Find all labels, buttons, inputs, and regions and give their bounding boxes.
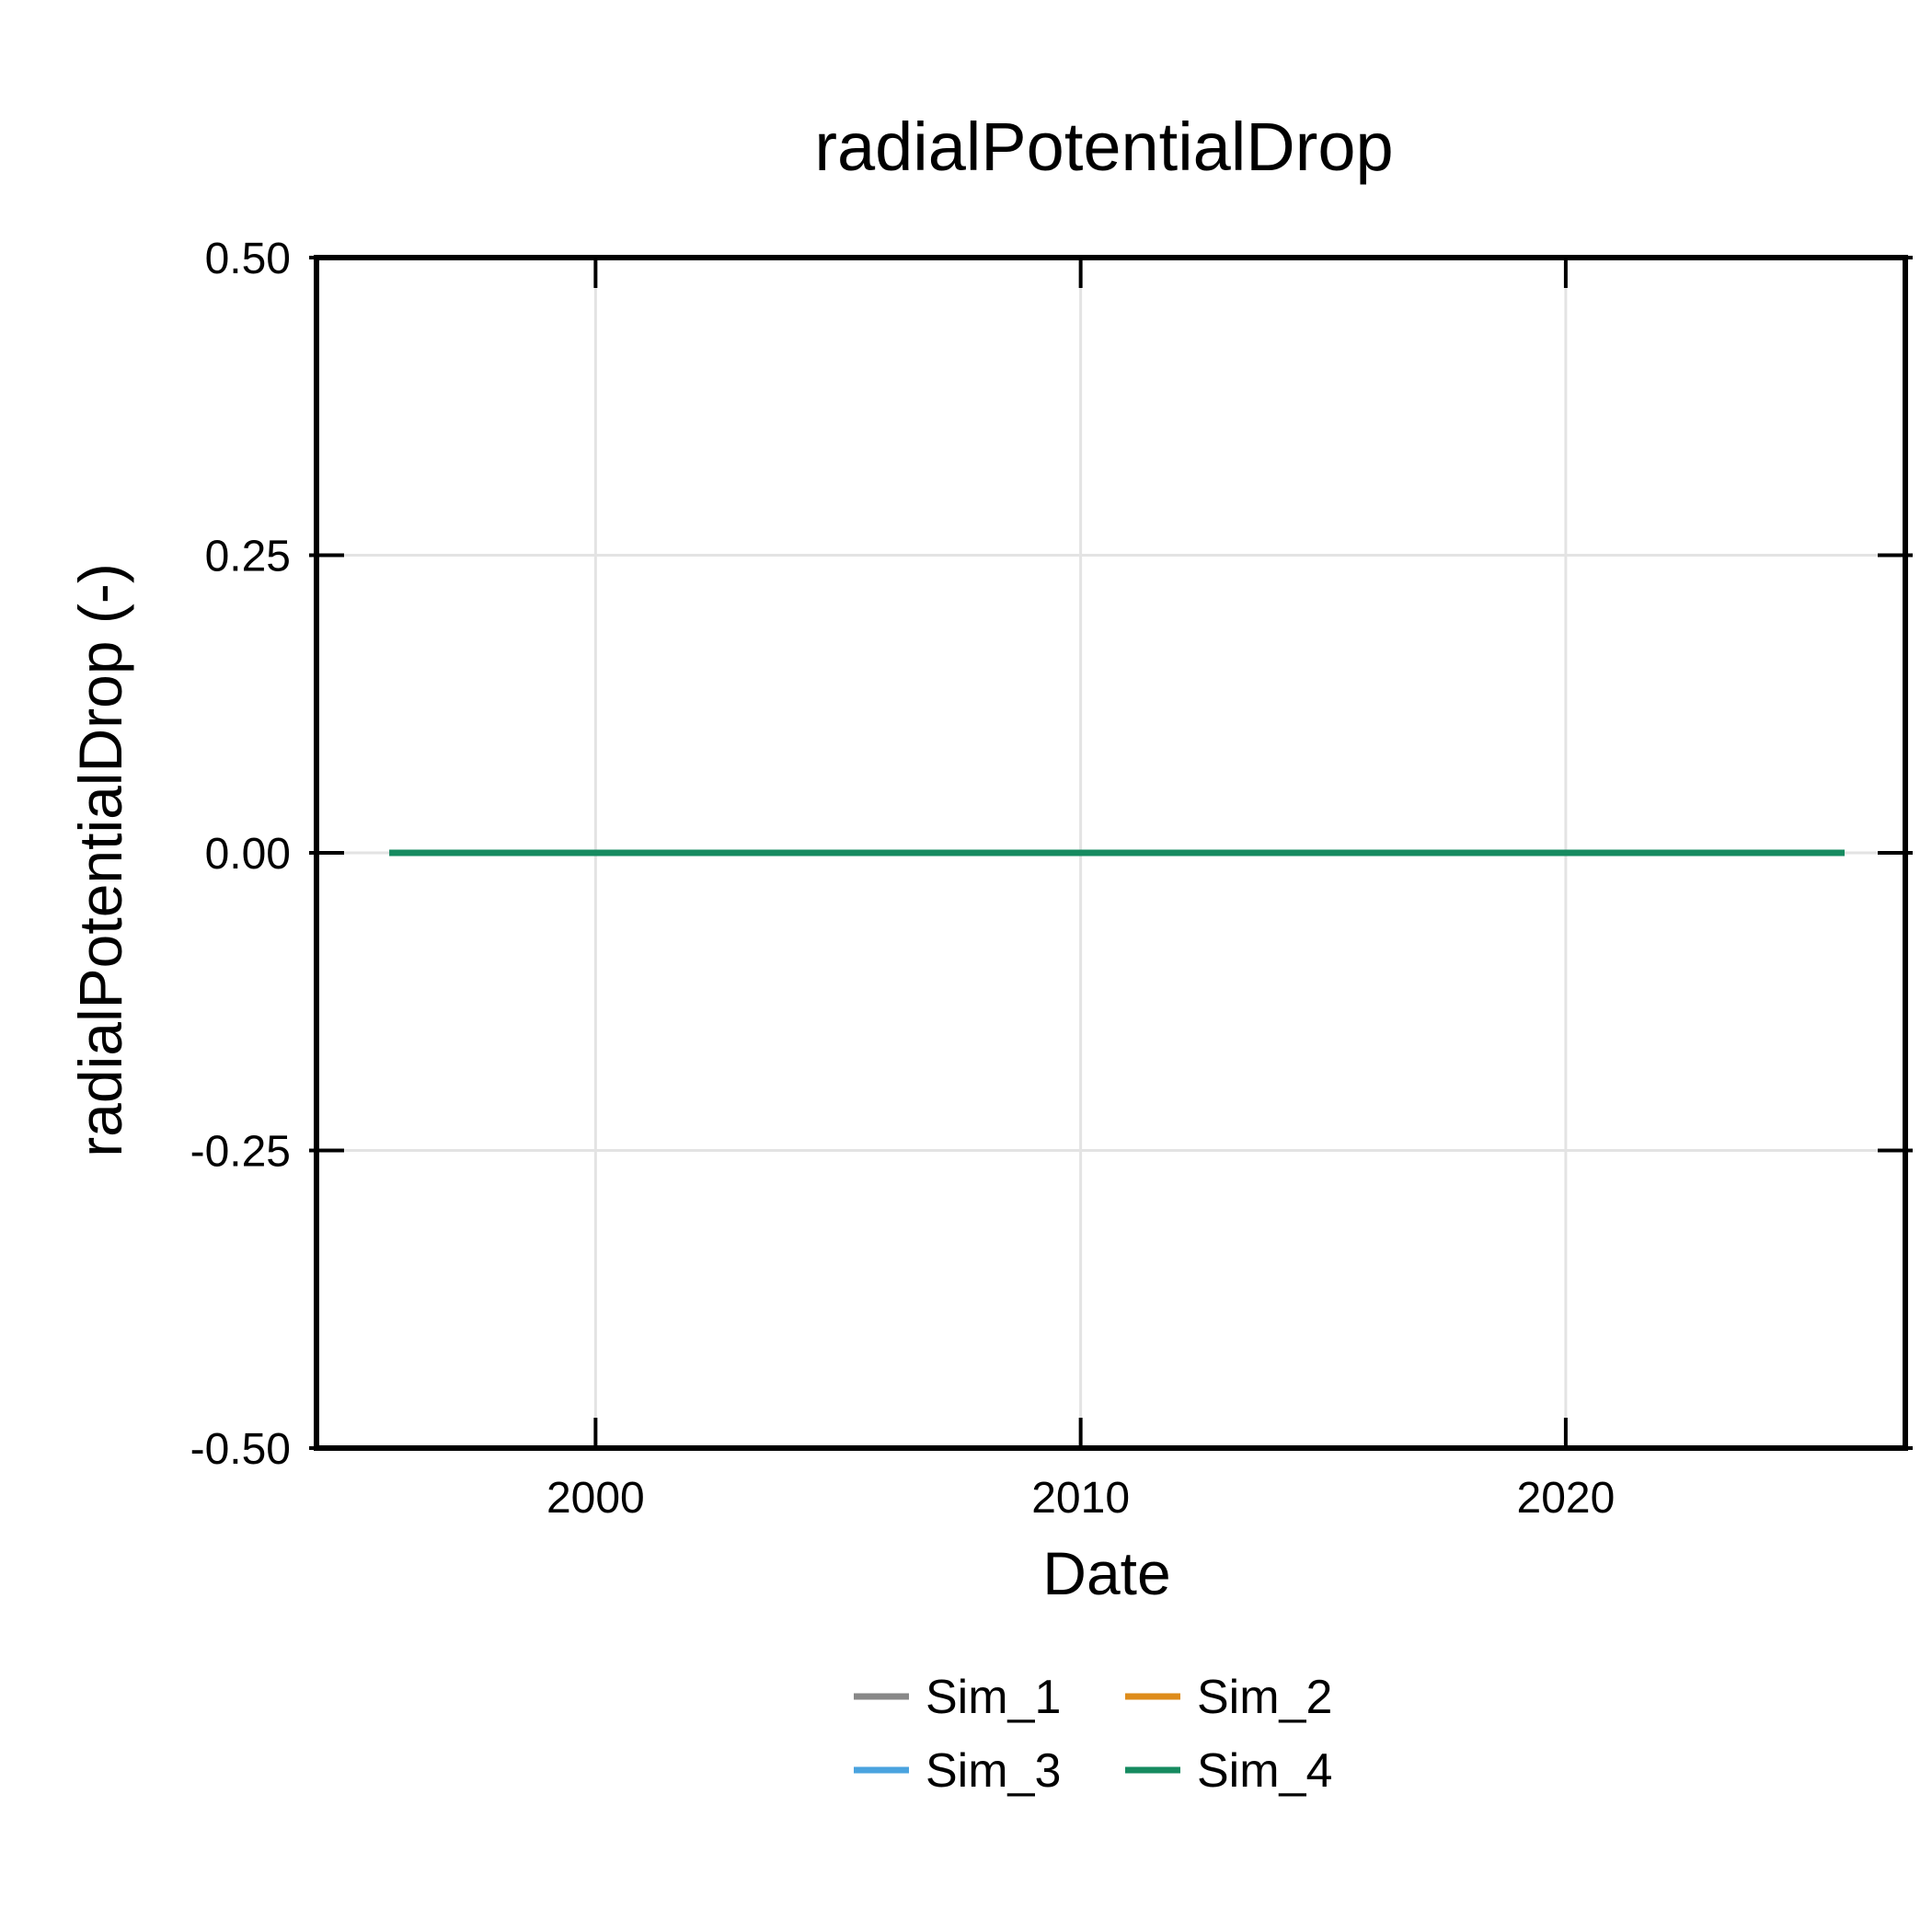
x-tick-label: 2020	[1517, 1474, 1616, 1523]
chart-title: radialPotentialDrop	[814, 109, 1393, 185]
legend-label: Sim_4	[1197, 1744, 1332, 1798]
y-tick-label: 0.50	[205, 235, 291, 283]
y-tick-label: 0.00	[205, 830, 291, 879]
legend-label: Sim_3	[926, 1744, 1061, 1798]
y-axis-title: radialPotentialDrop (-)	[66, 563, 134, 1157]
legend: Sim_1 Sim_2 Sim_3 Sim_4	[854, 1671, 1332, 1798]
y-tick-label: -0.25	[190, 1128, 291, 1177]
y-tick-label: -0.50	[190, 1425, 291, 1474]
x-axis-title: Date	[1042, 1539, 1170, 1607]
legend-label: Sim_1	[926, 1671, 1061, 1724]
legend-label: Sim_2	[1197, 1671, 1332, 1724]
x-tick-label: 2000	[546, 1474, 645, 1523]
y-tick-label: 0.25	[205, 533, 291, 581]
x-tick-label: 2010	[1031, 1474, 1130, 1523]
axis-ticks: 2000 2010 2020 -0.50 -0.25 0.00 0.25 0.50	[190, 235, 1913, 1523]
